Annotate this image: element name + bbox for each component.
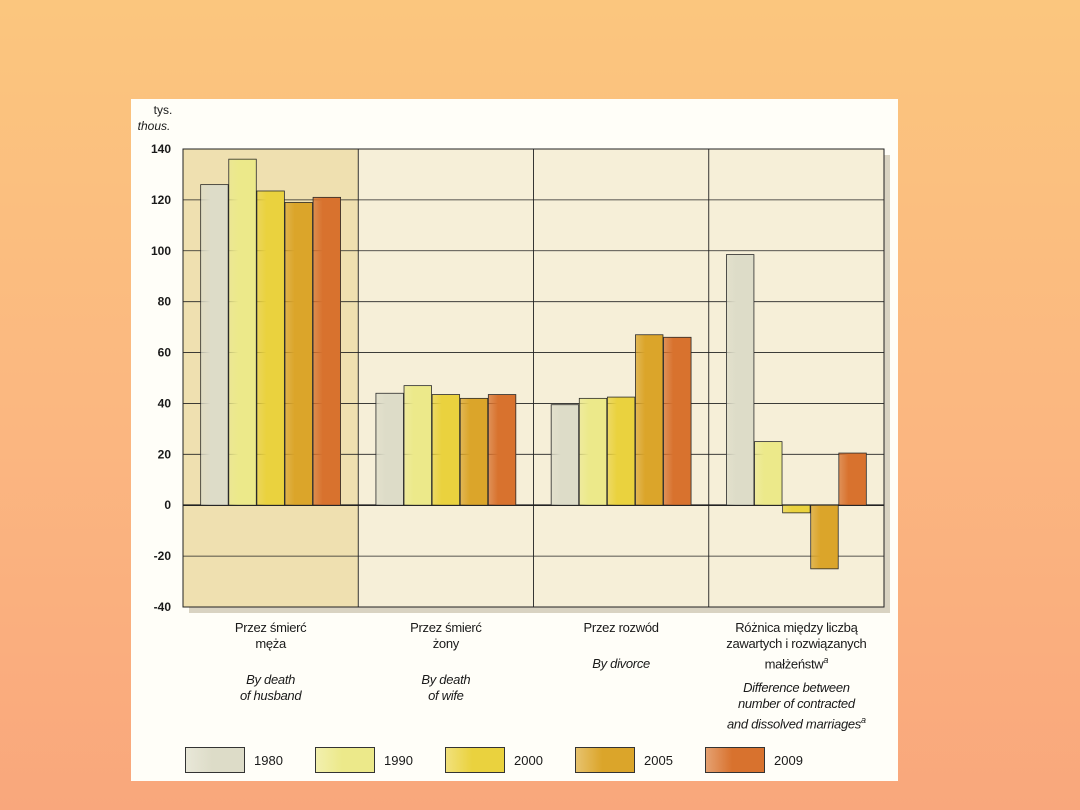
y-tick-label: 60 [158, 346, 172, 360]
bar-1990-cat-1 [228, 158, 257, 506]
legend: 1980 1990 2000 2005 2009 [185, 747, 885, 777]
bar-1980-cat-1 [200, 184, 229, 506]
bar-1980-cat-4 [726, 254, 755, 506]
legend-swatch [315, 747, 375, 773]
y-tick-label: -20 [154, 549, 172, 563]
bar-2005-cat-1 [284, 202, 313, 506]
bar-2000-cat-4 [782, 504, 811, 514]
y-tick-label: 80 [158, 295, 172, 309]
legend-label: 1990 [384, 753, 413, 768]
category-panel [358, 149, 534, 607]
bar-2009-cat-4 [838, 452, 867, 506]
category-label-pl: Różnica między liczbą zawartych i rozwiąz… [726, 620, 867, 672]
y-tick-label: 40 [158, 396, 172, 410]
category-label-2: Przez śmierć żony By death of wife [351, 620, 541, 704]
bar-2000-cat-2 [431, 394, 461, 506]
bar-chart: 140 120 100 80 60 40 20 0 -20 -40 tys. thous. [138, 103, 890, 614]
unit-label-pl: tys. [154, 103, 173, 117]
bar-1980-cat-3 [550, 404, 580, 506]
bar-2000-cat-3 [606, 396, 636, 506]
category-label-pl: Przez śmierć żony [410, 620, 482, 651]
legend-swatch [445, 747, 505, 773]
bar-1990-cat-3 [578, 397, 608, 506]
bar-2005-cat-4 [810, 504, 839, 570]
bar-2005-cat-3 [635, 334, 664, 506]
y-tick-label: -40 [154, 600, 172, 614]
legend-swatch [575, 747, 635, 773]
bar-2009-cat-3 [663, 336, 692, 506]
chart-panel: 140 120 100 80 60 40 20 0 -20 -40 tys. thous. Prz… [131, 99, 898, 781]
legend-label: 1980 [254, 753, 283, 768]
legend-label: 2009 [774, 753, 803, 768]
y-tick-label: 20 [158, 447, 172, 461]
y-tick-label: 120 [151, 193, 171, 207]
bar-1990-cat-2 [403, 385, 432, 506]
y-tick-label: 140 [151, 142, 171, 156]
legend-label: 2005 [644, 753, 673, 768]
legend-label: 2000 [514, 753, 543, 768]
category-label-3: Przez rozwód By divorce [526, 620, 716, 672]
legend-swatch [185, 747, 245, 773]
bar-1980-cat-2 [375, 392, 404, 506]
category-label-pl: Przez śmierć męża [234, 620, 307, 651]
category-label-1: Przez śmierć męża By death of husband [176, 620, 366, 704]
bar-2009-cat-1 [312, 196, 341, 506]
category-label-pl: Przez rozwód [583, 620, 659, 635]
bar-2000-cat-1 [256, 190, 285, 506]
bar-2009-cat-2 [487, 394, 517, 506]
plot-frame [182, 148, 885, 608]
unit-label-en: thous. [138, 119, 171, 133]
category-label-en: By divorce [592, 656, 650, 671]
bar-1990-cat-4 [754, 441, 783, 506]
category-label-en: By death of wife [421, 672, 471, 703]
category-label-en: By death of husband [239, 672, 302, 703]
y-tick-label: 100 [151, 244, 171, 258]
bar-2005-cat-2 [459, 397, 489, 506]
legend-swatch [705, 747, 765, 773]
category-label-en: Difference between number of contracted an… [727, 680, 866, 732]
y-tick-label: 0 [164, 498, 171, 512]
category-label-4: Różnica między liczbą zawartych i rozwiąz… [701, 620, 891, 733]
